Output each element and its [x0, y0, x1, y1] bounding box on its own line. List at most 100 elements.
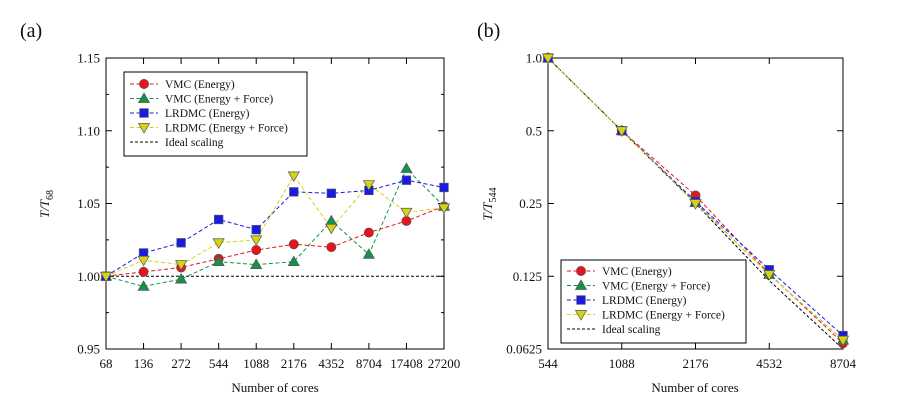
a-legend-label-lrdmc-energy-force: LRDMC (Energy + Force)	[165, 123, 288, 135]
a-point-lrdmc-energy-9	[439, 182, 449, 193]
a-point-vmc-energy-force-8	[400, 162, 413, 173]
a-point-vmc-energy-6	[326, 242, 337, 253]
a-point-lrdmc-energy-2	[176, 238, 186, 248]
panel-a-label: (a)	[20, 20, 42, 42]
a-point-lrdmc-energy-6	[326, 188, 336, 198]
b-series-line-lrdmc-energy	[547, 57, 844, 336]
a-point-vmc-energy-force-3	[212, 255, 225, 267]
a-xtick-label-5: 2176	[281, 356, 308, 371]
a-point-vmc-energy-7	[363, 227, 374, 238]
b-ytick-label-4: 1.0	[526, 51, 542, 66]
a-series-line-lrdmc-energy-force	[105, 174, 445, 277]
a-legend-label-vmc-energy: VMC (Energy)	[165, 79, 235, 91]
a-series-line-vmc-energy	[105, 205, 445, 277]
a-point-lrdmc-energy-force-0	[99, 271, 113, 283]
panel-b-legend-box	[560, 259, 747, 344]
a-xtick-label-3: 544	[209, 356, 229, 371]
a-legend-label-ideal-scaling: Ideal scaling	[165, 137, 224, 149]
a-point-lrdmc-energy-force-8	[400, 207, 413, 219]
a-point-lrdmc-energy-force-1	[137, 255, 150, 267]
panel-a-y-axis-label-sub: 68	[45, 190, 56, 200]
a-point-lrdmc-energy-8	[401, 175, 412, 185]
panel-b-x-axis-label: Number of cores	[651, 380, 738, 395]
b-xtick-label-0: 544	[538, 356, 558, 371]
b-legend-label-ideal-scaling: Ideal scaling	[602, 324, 661, 336]
b-ytick-label-3: 0.5	[526, 123, 542, 138]
a-series-line-vmc-energy-force	[105, 167, 445, 287]
a-point-lrdmc-energy-force-2	[175, 260, 188, 271]
b-legend-marker-lrdmc-energy-force	[574, 310, 588, 321]
panel-a: (a) 0.95 1.00 1.05 1.10 1.15 68 136 272 544 1088…	[20, 20, 460, 395]
b-ytick-label-2: 0.25	[519, 196, 542, 211]
a-point-lrdmc-energy-4	[251, 225, 261, 235]
a-legend-label-lrdmc-energy: LRDMC (Energy)	[165, 108, 250, 120]
b-point-lrdmc-energy-force-3	[763, 270, 776, 281]
a-ytick-label-1: 1.00	[77, 269, 100, 284]
a-point-vmc-energy-force-1	[137, 280, 150, 291]
b-xtick-label-2: 2176	[683, 356, 710, 371]
a-point-vmc-energy-force-5	[287, 255, 300, 267]
panel-a-x-axis-label: Number of cores	[231, 380, 318, 395]
b-legend-label-vmc-energy: VMC (Energy)	[602, 266, 672, 278]
a-xtick-label-7: 8704	[356, 356, 383, 371]
b-legend-marker-vmc-energy-force	[574, 279, 588, 290]
b-ytick-label-0: 0.0625	[506, 342, 542, 357]
a-ytick-label-0: 0.95	[77, 342, 100, 357]
b-point-lrdmc-energy-force-2	[689, 199, 702, 210]
b-xtick-label-4: 8704	[830, 356, 857, 371]
a-point-lrdmc-energy-force-4	[250, 235, 263, 247]
panel-b-label: (b)	[477, 20, 500, 42]
a-ytick-label-2: 1.05	[77, 196, 100, 211]
panel-a-legend-box	[123, 71, 308, 157]
a-point-lrdmc-energy-force-6	[325, 223, 338, 235]
panel-b-y-axis-label-main: T/T	[480, 202, 495, 221]
a-point-lrdmc-energy-force-9	[437, 203, 451, 215]
panel-a-y-axis-label-main: T/T	[37, 199, 52, 218]
a-point-vmc-energy-4	[251, 245, 262, 256]
a-ytick-label-4: 1.15	[77, 51, 100, 66]
a-xtick-label-9: 27200	[428, 356, 461, 371]
b-ytick-label-1: 0.125	[513, 269, 542, 284]
b-xtick-label-3: 4532	[756, 356, 782, 371]
b-legend-marker-vmc-energy	[576, 266, 586, 276]
a-xtick-label-2: 272	[171, 356, 191, 371]
b-point-lrdmc-energy-force-4	[836, 335, 850, 347]
a-legend-marker-lrdmc-energy-force	[137, 123, 151, 134]
a-point-lrdmc-energy-force-7	[362, 180, 375, 191]
a-legend-marker-lrdmc-energy	[139, 108, 149, 118]
a-xtick-label-1: 136	[134, 356, 154, 371]
a-point-vmc-energy-5	[288, 239, 299, 250]
a-series-line-lrdmc-energy	[105, 179, 445, 277]
a-point-vmc-energy-force-2	[175, 272, 188, 284]
panel-a-y-axis-label: T/T68	[37, 190, 56, 218]
a-point-lrdmc-energy-force-3	[212, 238, 225, 249]
a-xtick-label-0: 68	[100, 356, 113, 371]
a-point-lrdmc-energy-force-5	[287, 171, 300, 183]
a-point-lrdmc-energy-5	[289, 187, 299, 197]
panel-b: (b) 0.0625 0.125 0.25 0.5 1.0 544 1088 2176 453…	[477, 20, 857, 395]
b-legend-label-vmc-energy-force: VMC (Energy + Force)	[602, 281, 710, 293]
a-xtick-label-4: 1088	[243, 356, 269, 371]
a-point-vmc-energy-1	[138, 266, 149, 277]
a-xtick-label-8: 17408	[390, 356, 423, 371]
b-legend-marker-lrdmc-energy	[576, 295, 586, 305]
a-point-vmc-energy-force-6	[325, 214, 338, 226]
a-point-vmc-energy-force-7	[362, 248, 375, 259]
b-legend-label-lrdmc-energy: LRDMC (Energy)	[602, 295, 687, 307]
a-legend-marker-vmc-energy	[139, 79, 149, 89]
a-point-vmc-energy-force-4	[250, 258, 263, 269]
a-legend-marker-vmc-energy-force	[137, 92, 151, 103]
panel-b-y-axis-label: T/T544	[480, 187, 499, 220]
b-legend-label-lrdmc-energy-force: LRDMC (Energy + Force)	[602, 310, 725, 322]
a-legend-label-vmc-energy-force: VMC (Energy + Force)	[165, 94, 273, 106]
a-xtick-label-6: 4352	[318, 356, 344, 371]
b-point-lrdmc-energy-force-1	[615, 126, 628, 137]
b-xtick-label-1: 1088	[609, 356, 635, 371]
panel-b-legend: VMC (Energy) VMC (Energy + Force) LRDMC (E…	[560, 259, 747, 344]
b-point-lrdmc-energy-force-0	[541, 53, 555, 65]
a-point-lrdmc-energy-3	[214, 214, 224, 225]
a-ytick-label-3: 1.10	[77, 123, 100, 138]
panel-b-y-axis-label-sub: 544	[488, 187, 499, 202]
panel-a-legend: VMC (Energy) VMC (Energy + Force) LRDMC (E…	[123, 71, 308, 157]
